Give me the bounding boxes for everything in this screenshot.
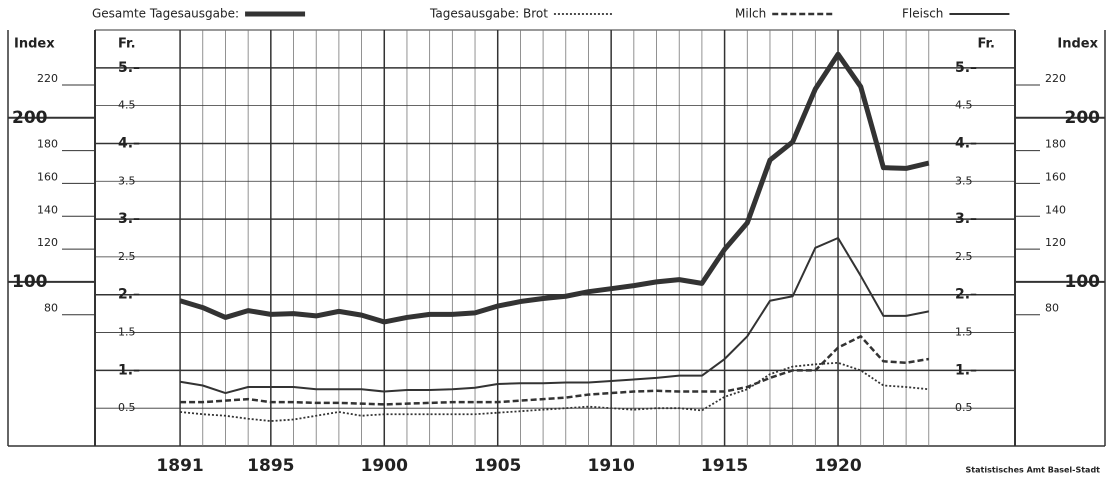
y-tick-label: 5.– (118, 60, 140, 76)
y2-tick-label: 120 (37, 236, 58, 249)
y-tick-label: 3.5 (955, 174, 973, 187)
legend-label: Tagesausgabe: Brot (429, 7, 548, 21)
y-tick-label: 5.– (955, 60, 977, 76)
y-tick-label: 1.5 (955, 326, 973, 339)
y2-tick-label: 220 (37, 72, 58, 85)
x-tick-label: 1905 (474, 456, 521, 476)
y-tick-label: 4.– (955, 135, 977, 151)
x-tick-label: 1900 (361, 456, 408, 476)
y-axis-label: Fr. (977, 37, 995, 52)
y2-tick-label: 100 (1065, 272, 1101, 292)
y-tick-label: 1.– (955, 362, 977, 378)
y2-tick-label: 180 (37, 138, 58, 151)
y2-tick-label: 140 (1045, 203, 1066, 216)
series-line (179, 51, 930, 325)
y-tick-label: 2.5 (118, 250, 136, 263)
y2-axis-label: Index (14, 37, 55, 52)
y2-tick-label: 180 (1045, 138, 1066, 151)
x-tick-label: 1895 (247, 456, 294, 476)
y-tick-label: 4.5 (118, 99, 136, 112)
y2-tick-label: 140 (37, 203, 58, 216)
y-tick-label: 3.– (118, 211, 140, 227)
y-tick-label: 1.– (118, 362, 140, 378)
y-tick-label: 4.5 (955, 99, 973, 112)
series-line (179, 237, 929, 395)
y2-tick-label: 80 (1045, 302, 1059, 315)
y2-tick-label: 80 (44, 302, 58, 315)
y2-tick-label: 100 (12, 272, 48, 292)
series-line (179, 361, 929, 422)
y2-tick-label: 200 (12, 108, 48, 128)
legend-label: Gesamte Tagesausgabe: (92, 7, 239, 21)
y-tick-label: 2.– (118, 287, 140, 303)
y2-tick-label: 160 (37, 170, 58, 183)
footer: Statistisches Amt Basel-Stadt (966, 466, 1101, 475)
legend-label: Milch (735, 7, 766, 21)
y-tick-label: 4.– (118, 135, 140, 151)
series-line (180, 335, 929, 406)
y-tick-label: 1.5 (118, 326, 136, 339)
y2-axis-label: Index (1057, 37, 1098, 52)
y-tick-label: 2.5 (955, 250, 973, 263)
y2-tick-label: 220 (1045, 72, 1066, 85)
y-tick-label: 2.– (955, 287, 977, 303)
legend-label: Fleisch (902, 7, 943, 21)
y2-tick-label: 120 (1045, 236, 1066, 249)
y-tick-label: 3.5 (118, 174, 136, 187)
y-axis-label: Fr. (118, 37, 136, 52)
x-tick-label: 1915 (701, 456, 748, 476)
x-tick-label: 1920 (814, 456, 861, 476)
x-tick-label: 1910 (587, 456, 634, 476)
y-tick-label: 0.5 (955, 401, 973, 414)
x-tick-label: 1891 (156, 456, 203, 476)
y2-tick-label: 200 (1065, 108, 1101, 128)
y2-tick-label: 160 (1045, 170, 1066, 183)
y-tick-label: 0.5 (118, 401, 136, 414)
y-tick-label: 3.– (955, 211, 977, 227)
